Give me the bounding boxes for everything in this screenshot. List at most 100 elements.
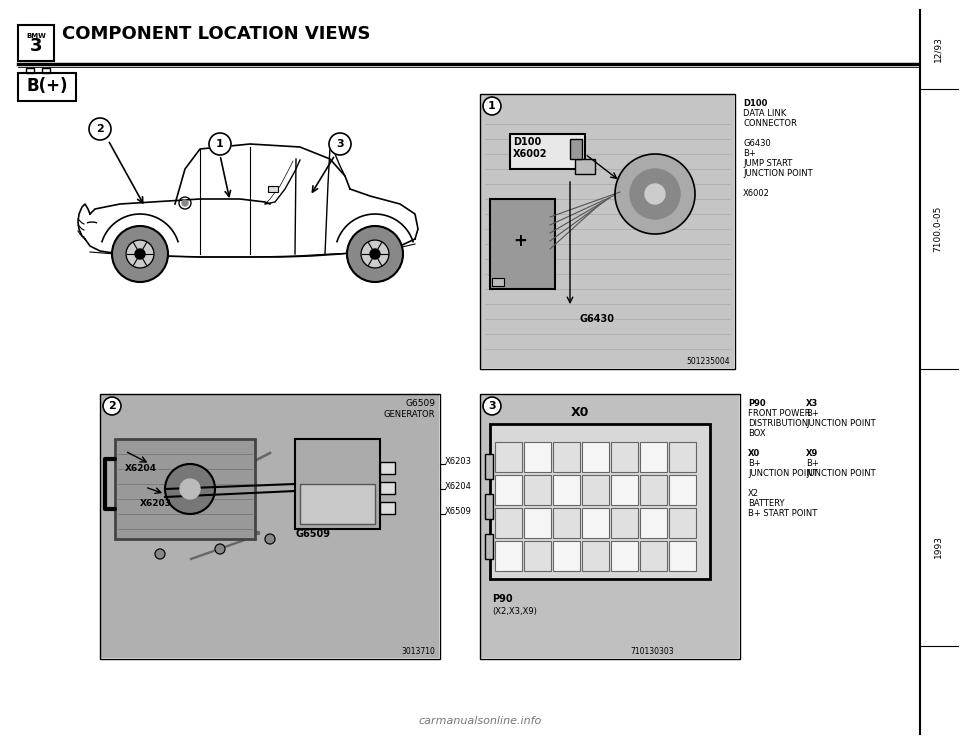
Bar <box>485 494 493 519</box>
Text: carmanualsonline.info: carmanualsonline.info <box>419 716 541 726</box>
Text: +: + <box>513 232 527 250</box>
Text: 3: 3 <box>30 37 42 55</box>
Text: GENERATOR: GENERATOR <box>383 410 435 419</box>
Bar <box>300 484 375 524</box>
Bar <box>492 278 504 286</box>
Text: DISTRIBUTION: DISTRIBUTION <box>748 419 808 428</box>
Bar <box>295 439 380 529</box>
Bar <box>669 442 696 472</box>
Bar <box>485 454 493 479</box>
Text: JUNCTION POINT: JUNCTION POINT <box>743 169 812 178</box>
Bar <box>380 482 395 494</box>
Text: B+: B+ <box>743 149 756 158</box>
Text: G6509: G6509 <box>405 399 435 408</box>
Bar <box>669 508 696 538</box>
Text: B+: B+ <box>806 409 819 418</box>
Circle shape <box>483 397 501 415</box>
Text: X6002: X6002 <box>513 149 547 159</box>
Bar <box>101 395 439 658</box>
Bar <box>582 442 609 472</box>
Bar <box>570 139 582 159</box>
Bar <box>26 68 34 73</box>
Circle shape <box>630 169 680 219</box>
Text: X6509: X6509 <box>445 507 472 516</box>
Text: G6509: G6509 <box>295 529 330 539</box>
Circle shape <box>165 464 215 514</box>
Text: X6204: X6204 <box>445 481 472 490</box>
Circle shape <box>483 97 501 115</box>
Text: JUNCTION POINT: JUNCTION POINT <box>806 469 876 478</box>
Text: G6430: G6430 <box>580 314 615 324</box>
Circle shape <box>126 240 154 268</box>
Text: 1993: 1993 <box>933 534 943 557</box>
Circle shape <box>112 226 168 282</box>
Circle shape <box>370 249 380 259</box>
Text: COMPONENT LOCATION VIEWS: COMPONENT LOCATION VIEWS <box>62 25 371 43</box>
Bar <box>380 502 395 514</box>
Bar <box>100 394 440 659</box>
Text: 2: 2 <box>108 401 116 411</box>
Bar <box>524 475 551 505</box>
Text: 1: 1 <box>488 101 496 111</box>
Bar <box>582 541 609 571</box>
Text: X6002: X6002 <box>743 189 770 198</box>
Circle shape <box>329 133 351 155</box>
Bar <box>115 439 255 539</box>
Text: X9: X9 <box>806 449 818 458</box>
Text: X0: X0 <box>571 406 589 419</box>
Circle shape <box>155 549 165 559</box>
Bar <box>611 442 638 472</box>
Bar <box>524 442 551 472</box>
Bar <box>495 508 522 538</box>
Bar <box>669 541 696 571</box>
Text: 1: 1 <box>216 139 224 149</box>
Text: D100: D100 <box>513 137 541 147</box>
Circle shape <box>265 534 275 544</box>
Text: JUNCTION POINT: JUNCTION POINT <box>748 469 818 478</box>
Bar <box>611 541 638 571</box>
Text: 3: 3 <box>489 401 495 411</box>
Circle shape <box>209 133 231 155</box>
Text: X2: X2 <box>748 489 759 498</box>
Bar <box>268 186 278 192</box>
Bar <box>495 475 522 505</box>
Circle shape <box>215 544 225 554</box>
Circle shape <box>347 226 403 282</box>
Text: 7100.0-05: 7100.0-05 <box>933 206 943 252</box>
Text: B+: B+ <box>806 459 819 468</box>
Text: JUMP START: JUMP START <box>743 159 792 168</box>
Bar <box>553 541 580 571</box>
Text: X6203: X6203 <box>445 457 472 466</box>
Bar <box>524 508 551 538</box>
Bar <box>553 508 580 538</box>
Bar <box>524 541 551 571</box>
Text: P90: P90 <box>748 399 766 408</box>
Text: D100: D100 <box>743 99 767 108</box>
Text: 3: 3 <box>336 139 344 149</box>
Text: X6203: X6203 <box>140 499 172 508</box>
Bar <box>640 541 667 571</box>
Bar <box>553 475 580 505</box>
Text: BOX: BOX <box>748 429 766 438</box>
Circle shape <box>615 154 695 234</box>
Bar <box>481 95 734 368</box>
Bar <box>640 508 667 538</box>
Text: B+ START POINT: B+ START POINT <box>748 509 817 518</box>
Bar <box>640 442 667 472</box>
Text: CONNECTOR: CONNECTOR <box>743 119 797 128</box>
Text: 2: 2 <box>96 124 104 134</box>
Text: 12/93: 12/93 <box>933 36 943 62</box>
Bar <box>18 73 76 101</box>
Text: BMW: BMW <box>26 33 46 39</box>
Bar <box>582 475 609 505</box>
Bar <box>611 475 638 505</box>
Text: X3: X3 <box>806 399 818 408</box>
Bar <box>582 508 609 538</box>
Bar <box>480 394 740 659</box>
Text: JUNCTION POINT: JUNCTION POINT <box>806 419 876 428</box>
Bar <box>553 442 580 472</box>
Text: X0: X0 <box>748 449 760 458</box>
Text: G6430: G6430 <box>743 139 771 148</box>
Text: BATTERY: BATTERY <box>748 499 784 508</box>
Circle shape <box>135 249 145 259</box>
